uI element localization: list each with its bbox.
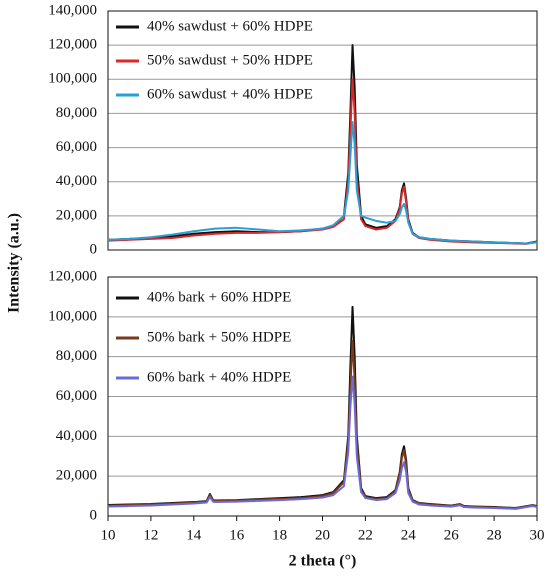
x-tick-label: 26 <box>444 527 460 543</box>
y-tick-label: 20,000 <box>56 207 97 223</box>
y-tick-label: 60,000 <box>56 388 97 404</box>
legend-label: 50% sawdust + 50% HDPE <box>147 52 313 68</box>
legend-label: 40% sawdust + 60% HDPE <box>147 18 313 34</box>
legend-label: 50% bark + 50% HDPE <box>147 329 291 345</box>
legend-label: 40% bark + 60% HDPE <box>147 289 291 305</box>
x-tick-label: 20 <box>315 527 330 543</box>
y-tick-label: 140,000 <box>48 2 97 18</box>
y-axis-label: Intensity (a.u.) <box>6 213 23 313</box>
x-tick-label: 14 <box>186 527 202 543</box>
plot-frame <box>107 276 538 517</box>
series-line <box>107 78 538 245</box>
y-tick-label: 40,000 <box>56 428 97 444</box>
x-tick-label: 24 <box>401 527 417 543</box>
legend-label: 60% bark + 40% HDPE <box>147 369 291 385</box>
series-line <box>107 339 538 510</box>
x-tick-label: 12 <box>143 527 158 543</box>
x-tick-label: 28 <box>487 527 502 543</box>
y-tick-label: 0 <box>90 507 98 523</box>
x-tick-label: 16 <box>229 527 245 543</box>
y-tick-label: 120,000 <box>48 268 97 284</box>
x-tick-label: 22 <box>358 527 373 543</box>
y-tick-label: 40,000 <box>56 173 97 189</box>
y-tick-label: 20,000 <box>56 468 97 484</box>
y-tick-label: 100,000 <box>48 308 97 324</box>
y-tick-label: 80,000 <box>56 105 97 121</box>
series-line <box>107 44 538 245</box>
x-tick-label: 18 <box>272 527 287 543</box>
x-axis-label: 2 theta (°) <box>289 553 357 570</box>
y-tick-label: 80,000 <box>56 348 97 364</box>
series-line <box>107 120 538 245</box>
y-tick-label: 120,000 <box>48 37 97 53</box>
legend-label: 60% sawdust + 40% HDPE <box>147 86 313 102</box>
plot-frame <box>107 10 538 251</box>
series-line <box>107 375 538 510</box>
y-tick-label: 100,000 <box>48 71 97 87</box>
x-tick-label: 30 <box>530 527 545 543</box>
y-tick-label: 0 <box>90 241 98 257</box>
x-tick-label: 10 <box>101 527 116 543</box>
y-tick-label: 60,000 <box>56 139 97 155</box>
